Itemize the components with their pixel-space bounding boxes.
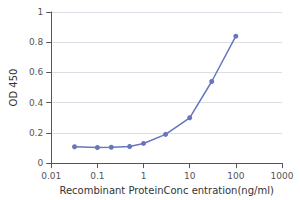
svg-text:0.2: 0.2 (29, 128, 43, 138)
svg-text:10: 10 (184, 171, 196, 181)
svg-text:0.6: 0.6 (29, 67, 44, 77)
svg-text:100: 100 (227, 171, 244, 181)
svg-text:0.4: 0.4 (29, 98, 44, 108)
svg-text:0: 0 (37, 158, 43, 168)
svg-text:0.1: 0.1 (90, 171, 104, 181)
svg-text:0.8: 0.8 (29, 37, 44, 47)
svg-text:0.01: 0.01 (41, 171, 61, 181)
svg-text:1: 1 (141, 171, 147, 181)
svg-text:1: 1 (37, 7, 43, 17)
svg-text:OD 450: OD 450 (8, 69, 19, 107)
svg-text:1000: 1000 (271, 171, 294, 181)
svg-text:Recombinant ProteinConc entrat: Recombinant ProteinConc entration(ng/ml) (59, 185, 273, 196)
